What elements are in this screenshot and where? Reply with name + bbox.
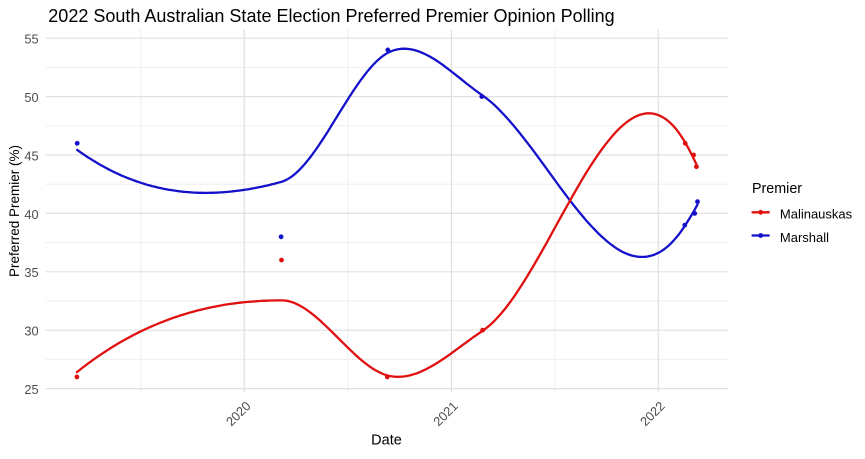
svg-text:Date: Date xyxy=(371,432,402,448)
svg-text:Premier: Premier xyxy=(752,181,802,197)
svg-text:45: 45 xyxy=(24,148,38,163)
svg-text:Malinauskas: Malinauskas xyxy=(780,207,853,222)
svg-text:50: 50 xyxy=(24,90,38,105)
svg-text:Marshall: Marshall xyxy=(780,230,829,245)
svg-text:55: 55 xyxy=(24,32,38,47)
svg-text:40: 40 xyxy=(24,207,38,222)
svg-text:2022 South Australian State El: 2022 South Australian State Election Pre… xyxy=(48,6,614,26)
svg-text:25: 25 xyxy=(24,382,38,397)
svg-text:Preferred Premier (%): Preferred Premier (%) xyxy=(7,145,22,277)
svg-text:35: 35 xyxy=(24,265,38,280)
svg-text:30: 30 xyxy=(24,324,38,339)
